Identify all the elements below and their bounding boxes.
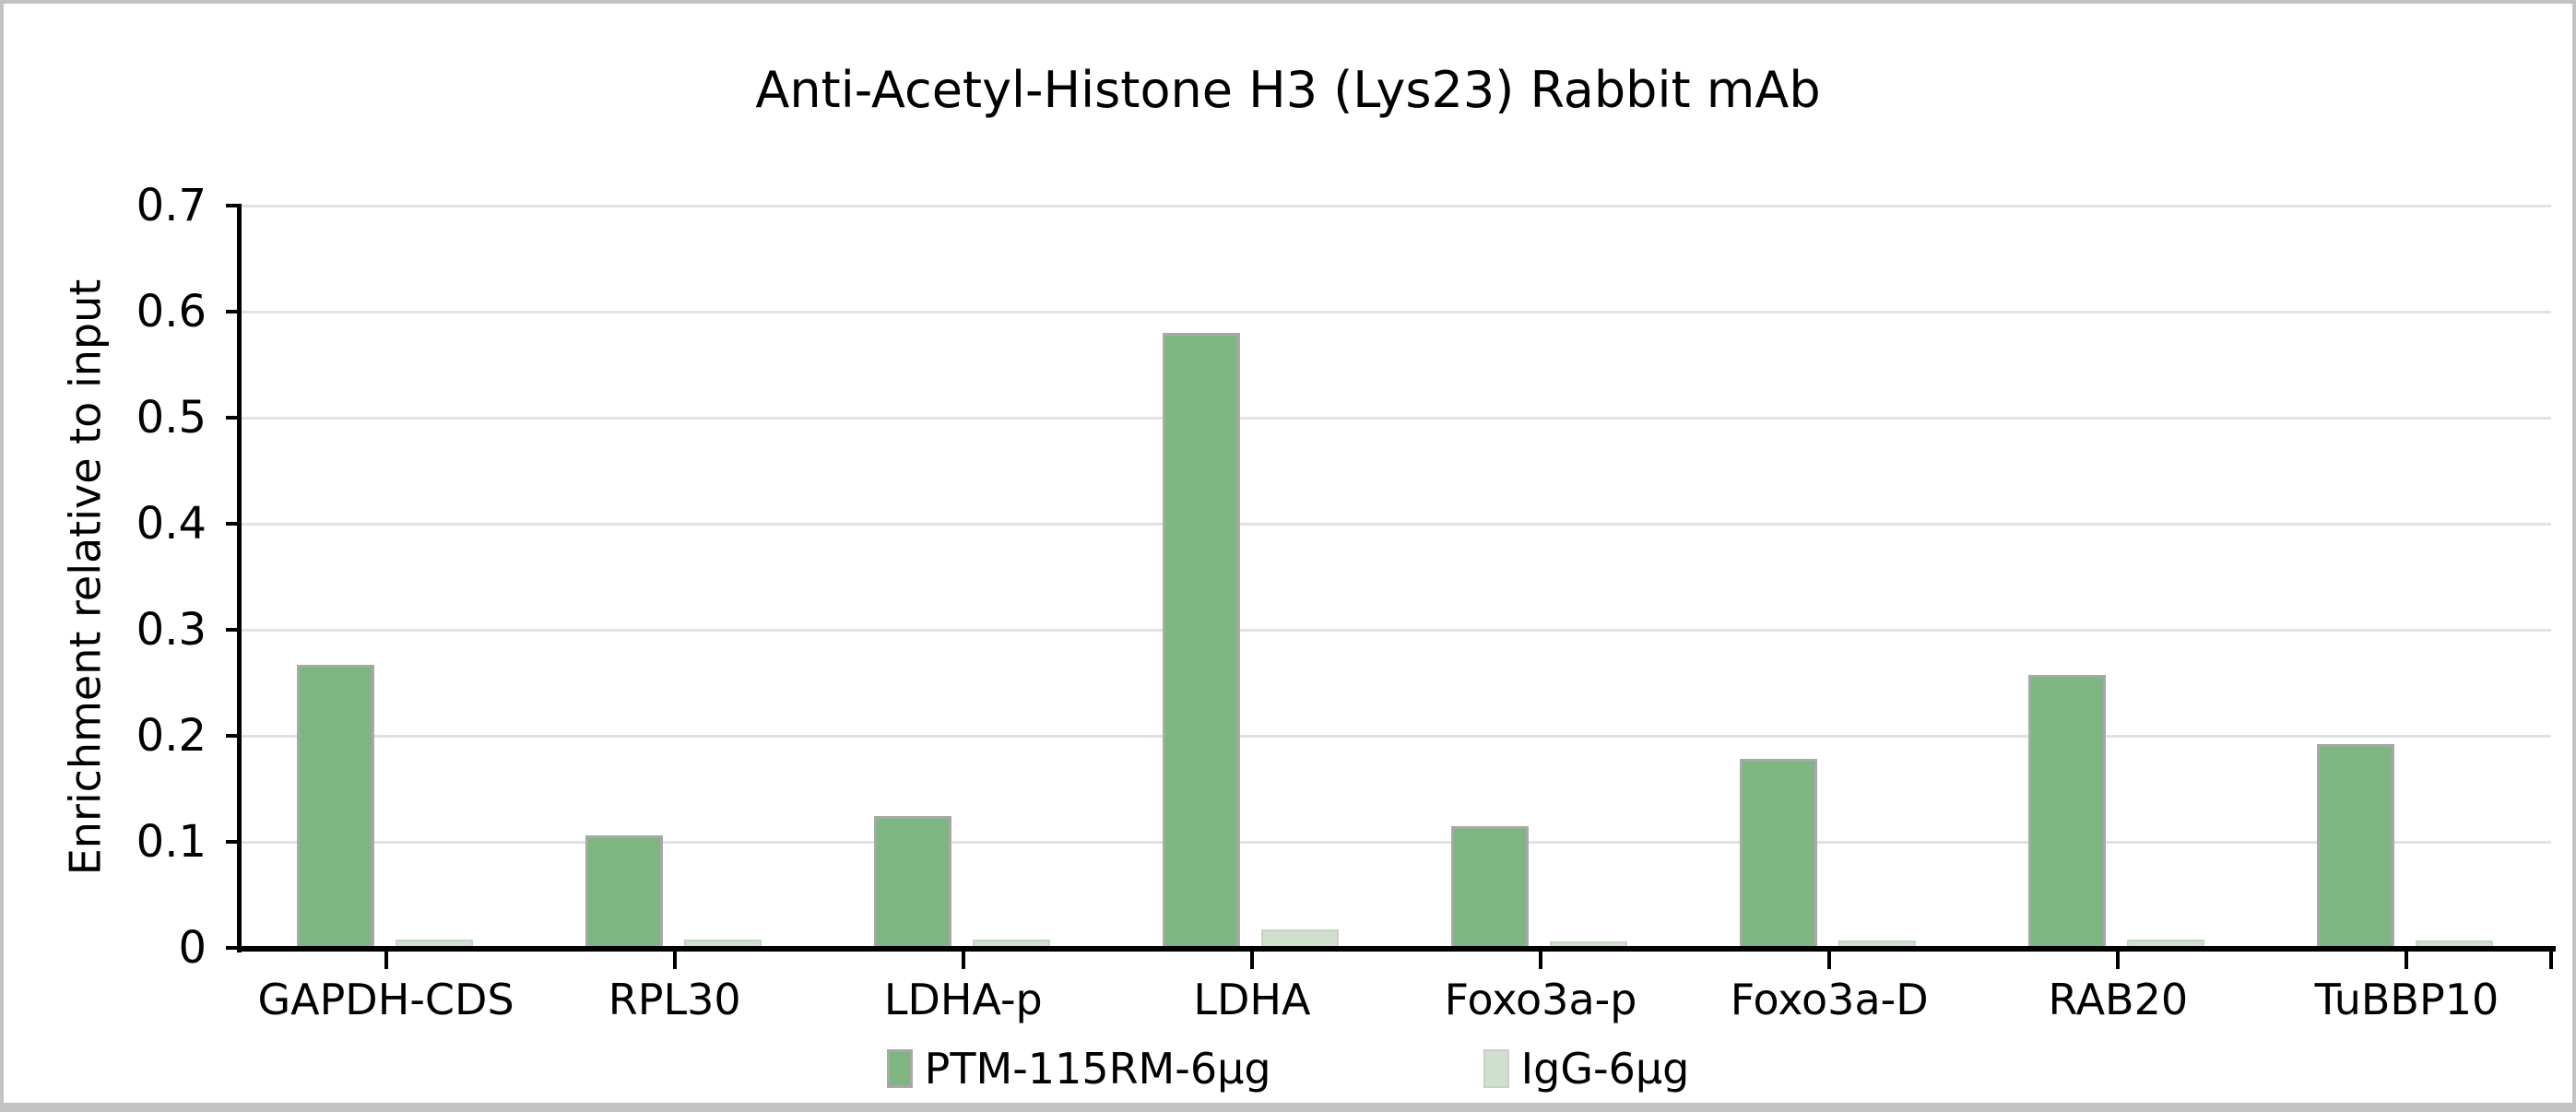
y-axis-title-text: Enrichment relative to input [60,278,111,875]
y-tick-label: 0.7 [136,180,207,231]
x-axis-tick [1539,952,1543,969]
y-axis-tick [226,840,242,844]
y-axis-tick [226,734,242,738]
y-axis-tick [226,310,242,313]
y-axis-tick [226,628,242,632]
plot-area [242,205,2551,948]
bar-PTM-115RM-6µg-RPL30 [585,835,663,948]
legend-entry-IgG-6µg: IgG-6µg [1483,1044,1690,1094]
bar-IgG-6µg-TuBBP10 [2416,940,2494,948]
bar-IgG-6µg-GAPDH-CDS [395,939,473,948]
bar-PTM-115RM-6µg-LDHA-p [873,816,951,948]
bar-PTM-115RM-6µg-LDHA [1162,333,1240,948]
y-tick-label: 0.4 [136,498,207,550]
y-tick-label: 0.3 [136,604,207,656]
y-tick-label: 0.1 [136,816,207,868]
legend-swatch-PTM-115RM-6µg [886,1049,913,1088]
legend-swatch-IgG-6µg [1483,1049,1509,1088]
x-axis-line [237,946,2556,952]
y-tick-label: 0.6 [136,286,207,337]
y-axis-tick [226,416,242,420]
x-axis-end-tick [2549,952,2553,969]
legend-entry-PTM-115RM-6µg: PTM-115RM-6µg [886,1044,1271,1094]
bar-IgG-6µg-RAB20 [2127,939,2205,948]
x-tick-label: Foxo3a-D [1730,975,1929,1024]
bar-PTM-115RM-6µg-GAPDH-CDS [296,664,374,948]
x-tick-label: LDHA [1193,975,1311,1024]
x-tick-label: TuBBP10 [2314,975,2499,1024]
x-tick-label: RAB20 [2048,975,2189,1024]
x-axis-tick [2116,952,2121,969]
bar-IgG-6µg-LDHA-p [972,939,1050,948]
gridline [242,311,2551,313]
bar-PTM-115RM-6µg-Foxo3a-D [1740,759,1818,948]
gridline [242,523,2551,526]
x-tick-label: RPL30 [608,975,741,1024]
x-axis-tick [961,952,965,969]
bar-IgG-6µg-RPL30 [683,939,762,948]
chart-title: Anti-Acetyl-Histone H3 (Lys23) Rabbit mA… [755,61,1821,119]
bar-PTM-115RM-6µg-TuBBP10 [2317,744,2395,948]
gridline [242,735,2551,738]
legend-label: PTM-115RM-6µg [924,1044,1271,1094]
y-tick-label: 0 [178,922,207,974]
bar-IgG-6µg-LDHA [1260,929,1339,948]
gridline [242,205,2551,207]
x-axis-tick [1827,952,1832,969]
x-tick-label: GAPDH-CDS [257,975,514,1024]
x-tick-label: LDHA-p [883,975,1043,1024]
x-axis-tick [1249,952,1254,969]
bar-IgG-6µg-Foxo3a-D [1838,940,1917,948]
x-tick-label: Foxo3a-p [1444,975,1637,1024]
x-axis-tick [672,952,677,969]
gridline [242,417,2551,420]
legend: PTM-115RM-6µg IgG-6µg [0,1038,2576,1099]
bar-PTM-115RM-6µg-Foxo3a-p [1451,825,1530,948]
y-tick-label: 0.5 [136,392,207,444]
legend-label: IgG-6µg [1520,1044,1690,1094]
bar-PTM-115RM-6µg-RAB20 [2028,675,2107,948]
y-tick-label: 0.2 [136,710,207,762]
x-axis-tick [2405,952,2409,969]
y-axis-tick [226,204,242,207]
gridline [242,841,2551,844]
y-axis-tick [226,522,242,526]
y-axis-tick [226,946,242,950]
bar-IgG-6µg-Foxo3a-p [1550,941,1628,948]
x-axis-tick [384,952,388,969]
y-axis-line [237,206,242,952]
gridline [242,629,2551,632]
